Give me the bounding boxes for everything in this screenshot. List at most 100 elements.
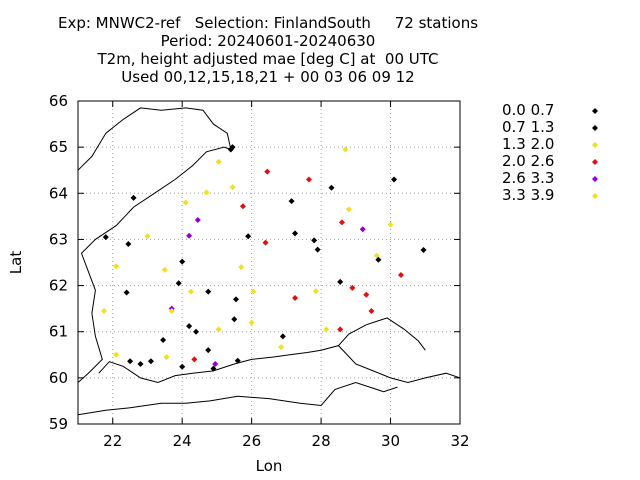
station-point [137,361,144,368]
plot-frame [77,100,461,425]
station-point [248,319,255,326]
coastline-segment [78,107,232,383]
chart-title-line-1: Exp: MNWC2-ref Selection: FinlandSouth 7… [57,14,479,32]
legend-marker [592,193,598,199]
station-point [337,278,344,285]
station-point [205,288,212,295]
station-point [127,358,134,365]
legend-marker [592,176,598,182]
coastline-segment [78,381,398,416]
station-point [101,307,108,314]
station-point [397,271,404,278]
station-point [161,266,168,273]
station-point [186,232,193,239]
legend: 0.0 0.70.7 1.31.3 2.02.0 2.62.6 3.33.3 3… [502,101,598,204]
station-point [229,144,236,151]
station-point [288,198,295,205]
station-point [187,288,194,295]
station-point [292,230,299,237]
station-point [179,258,186,265]
station-point [194,217,201,224]
station-point [212,361,219,368]
station-point [279,333,286,340]
station-point [238,264,245,271]
station-point [349,284,356,291]
legend-marker [592,125,598,131]
station-point [229,184,236,191]
station-point [210,365,217,372]
station-point [160,337,167,344]
y-tick-label: 65 [49,138,68,156]
chart-title-line-4: Used 00,12,15,18,21 + 00 03 06 09 12 [121,68,415,86]
station-point [245,233,252,240]
station-point [305,176,312,183]
station-point [368,307,375,314]
station-point [205,347,212,354]
grid [78,101,460,424]
station-point [215,158,222,165]
station-point [113,351,120,358]
station-point [420,247,427,254]
station-point [203,189,210,196]
station-point [233,296,240,303]
coastline-segment [98,345,460,384]
station-point [278,343,285,350]
coastline-map [78,107,460,416]
y-tick-label: 61 [49,323,68,341]
station-point [359,226,366,233]
station-point [125,241,132,248]
station-point [191,356,198,363]
legend-label: 3.3 3.9 [502,186,554,204]
y-tick-label: 66 [49,92,68,110]
station-point [312,288,319,295]
station-point [337,326,344,333]
station-point [323,326,330,333]
station-point [113,263,120,270]
x-tick-label: 32 [450,432,469,450]
station-point [338,219,345,226]
y-axis-label: Lat [7,251,25,275]
station-point [231,316,238,323]
legend-label: 2.6 3.3 [502,169,554,187]
station-point [186,323,193,330]
station-point [345,206,352,213]
legend-label: 0.7 1.3 [502,118,554,136]
coastline-segment [338,317,426,351]
station-point [363,291,370,298]
station-points [101,144,427,372]
station-point [182,199,189,206]
station-point [375,256,382,263]
legend-marker [592,159,598,165]
station-point [130,194,137,201]
station-point [168,307,175,314]
x-tick-label: 26 [242,432,261,450]
station-point [239,203,246,210]
station-point [215,326,222,333]
station-point [387,221,394,228]
legend-marker [592,142,598,148]
station-point [250,288,257,295]
station-point [262,239,269,246]
y-tick-label: 59 [49,415,68,433]
station-point [264,168,271,175]
legend-label: 2.0 2.6 [502,152,554,170]
station-point [373,252,380,259]
x-tick-label: 30 [381,432,400,450]
y-tick-label: 64 [49,184,68,202]
station-point [193,328,200,335]
x-tick-label: 22 [103,432,122,450]
station-point [314,246,321,253]
station-point [175,280,182,287]
station-point [234,357,241,364]
x-axis-label: Lon [256,457,283,475]
chart-title-line-3: T2m, height adjusted mae [deg C] at 00 U… [97,50,439,68]
station-point [342,146,349,153]
legend-label: 0.0 0.7 [502,101,554,119]
station-point [144,233,151,240]
legend-marker [592,108,598,114]
y-tick-label: 63 [49,230,68,248]
station-point [123,289,130,296]
x-tick-label: 24 [173,432,192,450]
station-point [147,358,154,365]
